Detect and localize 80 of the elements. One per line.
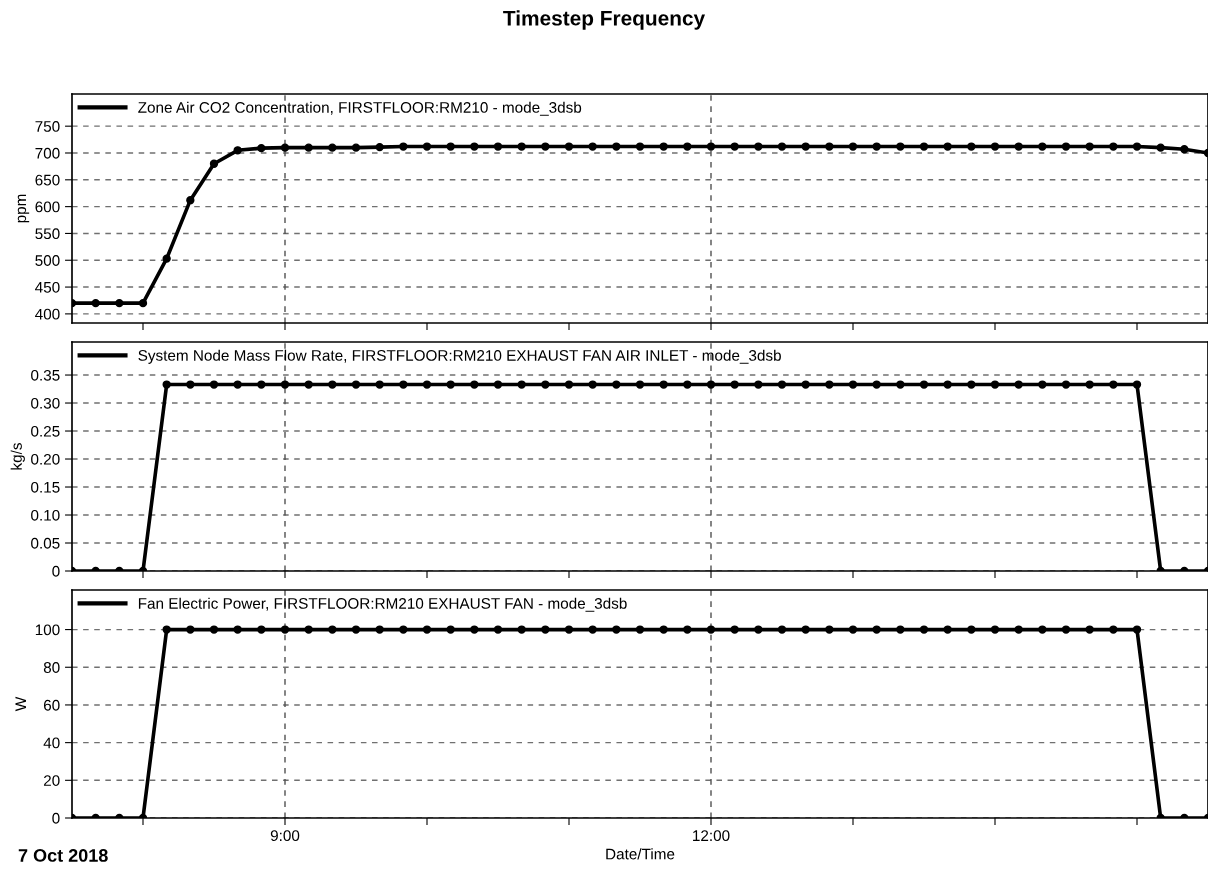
point [801,142,810,151]
point [91,298,100,308]
y-tick-label: 750 [35,121,60,132]
legend-label: Fan Electric Power, FIRSTFLOOR:RM210 EXHAUST FAN - mode_3dsb [138,597,627,612]
point [872,142,881,151]
point [777,142,787,151]
point [919,142,929,151]
point [375,142,384,152]
point [1014,142,1023,151]
point [825,142,834,151]
point [186,196,195,205]
y-tick-label: 0.10 [31,509,60,521]
y-tick-label: 0.25 [31,425,60,437]
y-tick-label: 600 [35,201,60,213]
y-tick-label: 0 [52,812,60,824]
chart-title: Timestep Frequency [503,10,706,30]
point [1132,142,1142,151]
point [1061,142,1071,151]
point [1109,142,1118,151]
point [659,142,668,151]
y-tick-label: 650 [35,174,60,186]
y-tick-label: 550 [35,228,60,240]
point [328,143,337,152]
point [304,143,313,152]
y-tick-label: 0 [52,565,60,577]
legend-label: System Node Mass Flow Rate, FIRSTFLOOR:RM210 EXHAUST FAN AIR INLET - mode_3dsb [138,349,781,364]
y-tick-label: 60 [43,699,60,711]
point [493,142,503,151]
point [257,143,266,153]
point [848,142,858,151]
point [280,143,290,152]
x-axis-title: Date/Time [606,848,675,860]
legend-label: Zone Air CO2 Concentration, FIRSTFLOOR:RM210 - mode_3dsb [138,101,582,116]
y-tick-label: 100 [35,624,60,636]
point [233,146,242,155]
point [1180,145,1189,154]
point [351,143,361,152]
point [943,142,952,151]
point [730,142,739,151]
point [564,142,574,151]
x-tick-label: 9:00 [270,830,300,842]
y-tick-label: 450 [35,281,60,293]
point [967,142,976,151]
y-tick-label: 0.35 [31,369,60,381]
point [446,142,455,151]
point [1085,142,1094,151]
y-axis-title: kg/s [10,443,25,470]
point [1156,143,1165,152]
y-tick-label: 80 [43,662,60,673]
point [209,159,219,168]
y-tick-label: 400 [35,308,60,320]
y-tick-label: 0.05 [31,537,60,549]
point [706,142,716,151]
y-tick-label: 500 [35,255,60,266]
y-axis-title: ppm [17,194,30,223]
point [470,142,479,151]
x-tick-label: 12:00 [693,830,730,842]
point [422,142,432,151]
y-tick-label: 0.15 [31,481,60,493]
point [754,142,763,151]
text: 7 Oct 2018 [18,849,108,862]
point [138,298,148,308]
y-axis-title: W [15,696,26,712]
y-tick-label: 40 [43,737,60,749]
point [399,142,408,151]
y-tick-label: 700 [35,147,60,159]
point [1038,142,1047,151]
y-tick-label: 0.20 [31,453,60,465]
y-tick-label: 20 [43,775,60,786]
point [896,142,905,151]
point [517,142,526,151]
point [635,142,645,151]
point [990,142,1000,151]
point [115,298,124,308]
point [541,142,550,151]
point [588,142,597,151]
point [612,142,621,151]
point [162,254,171,263]
point [683,142,692,151]
y-tick-label: 0.30 [31,397,60,409]
